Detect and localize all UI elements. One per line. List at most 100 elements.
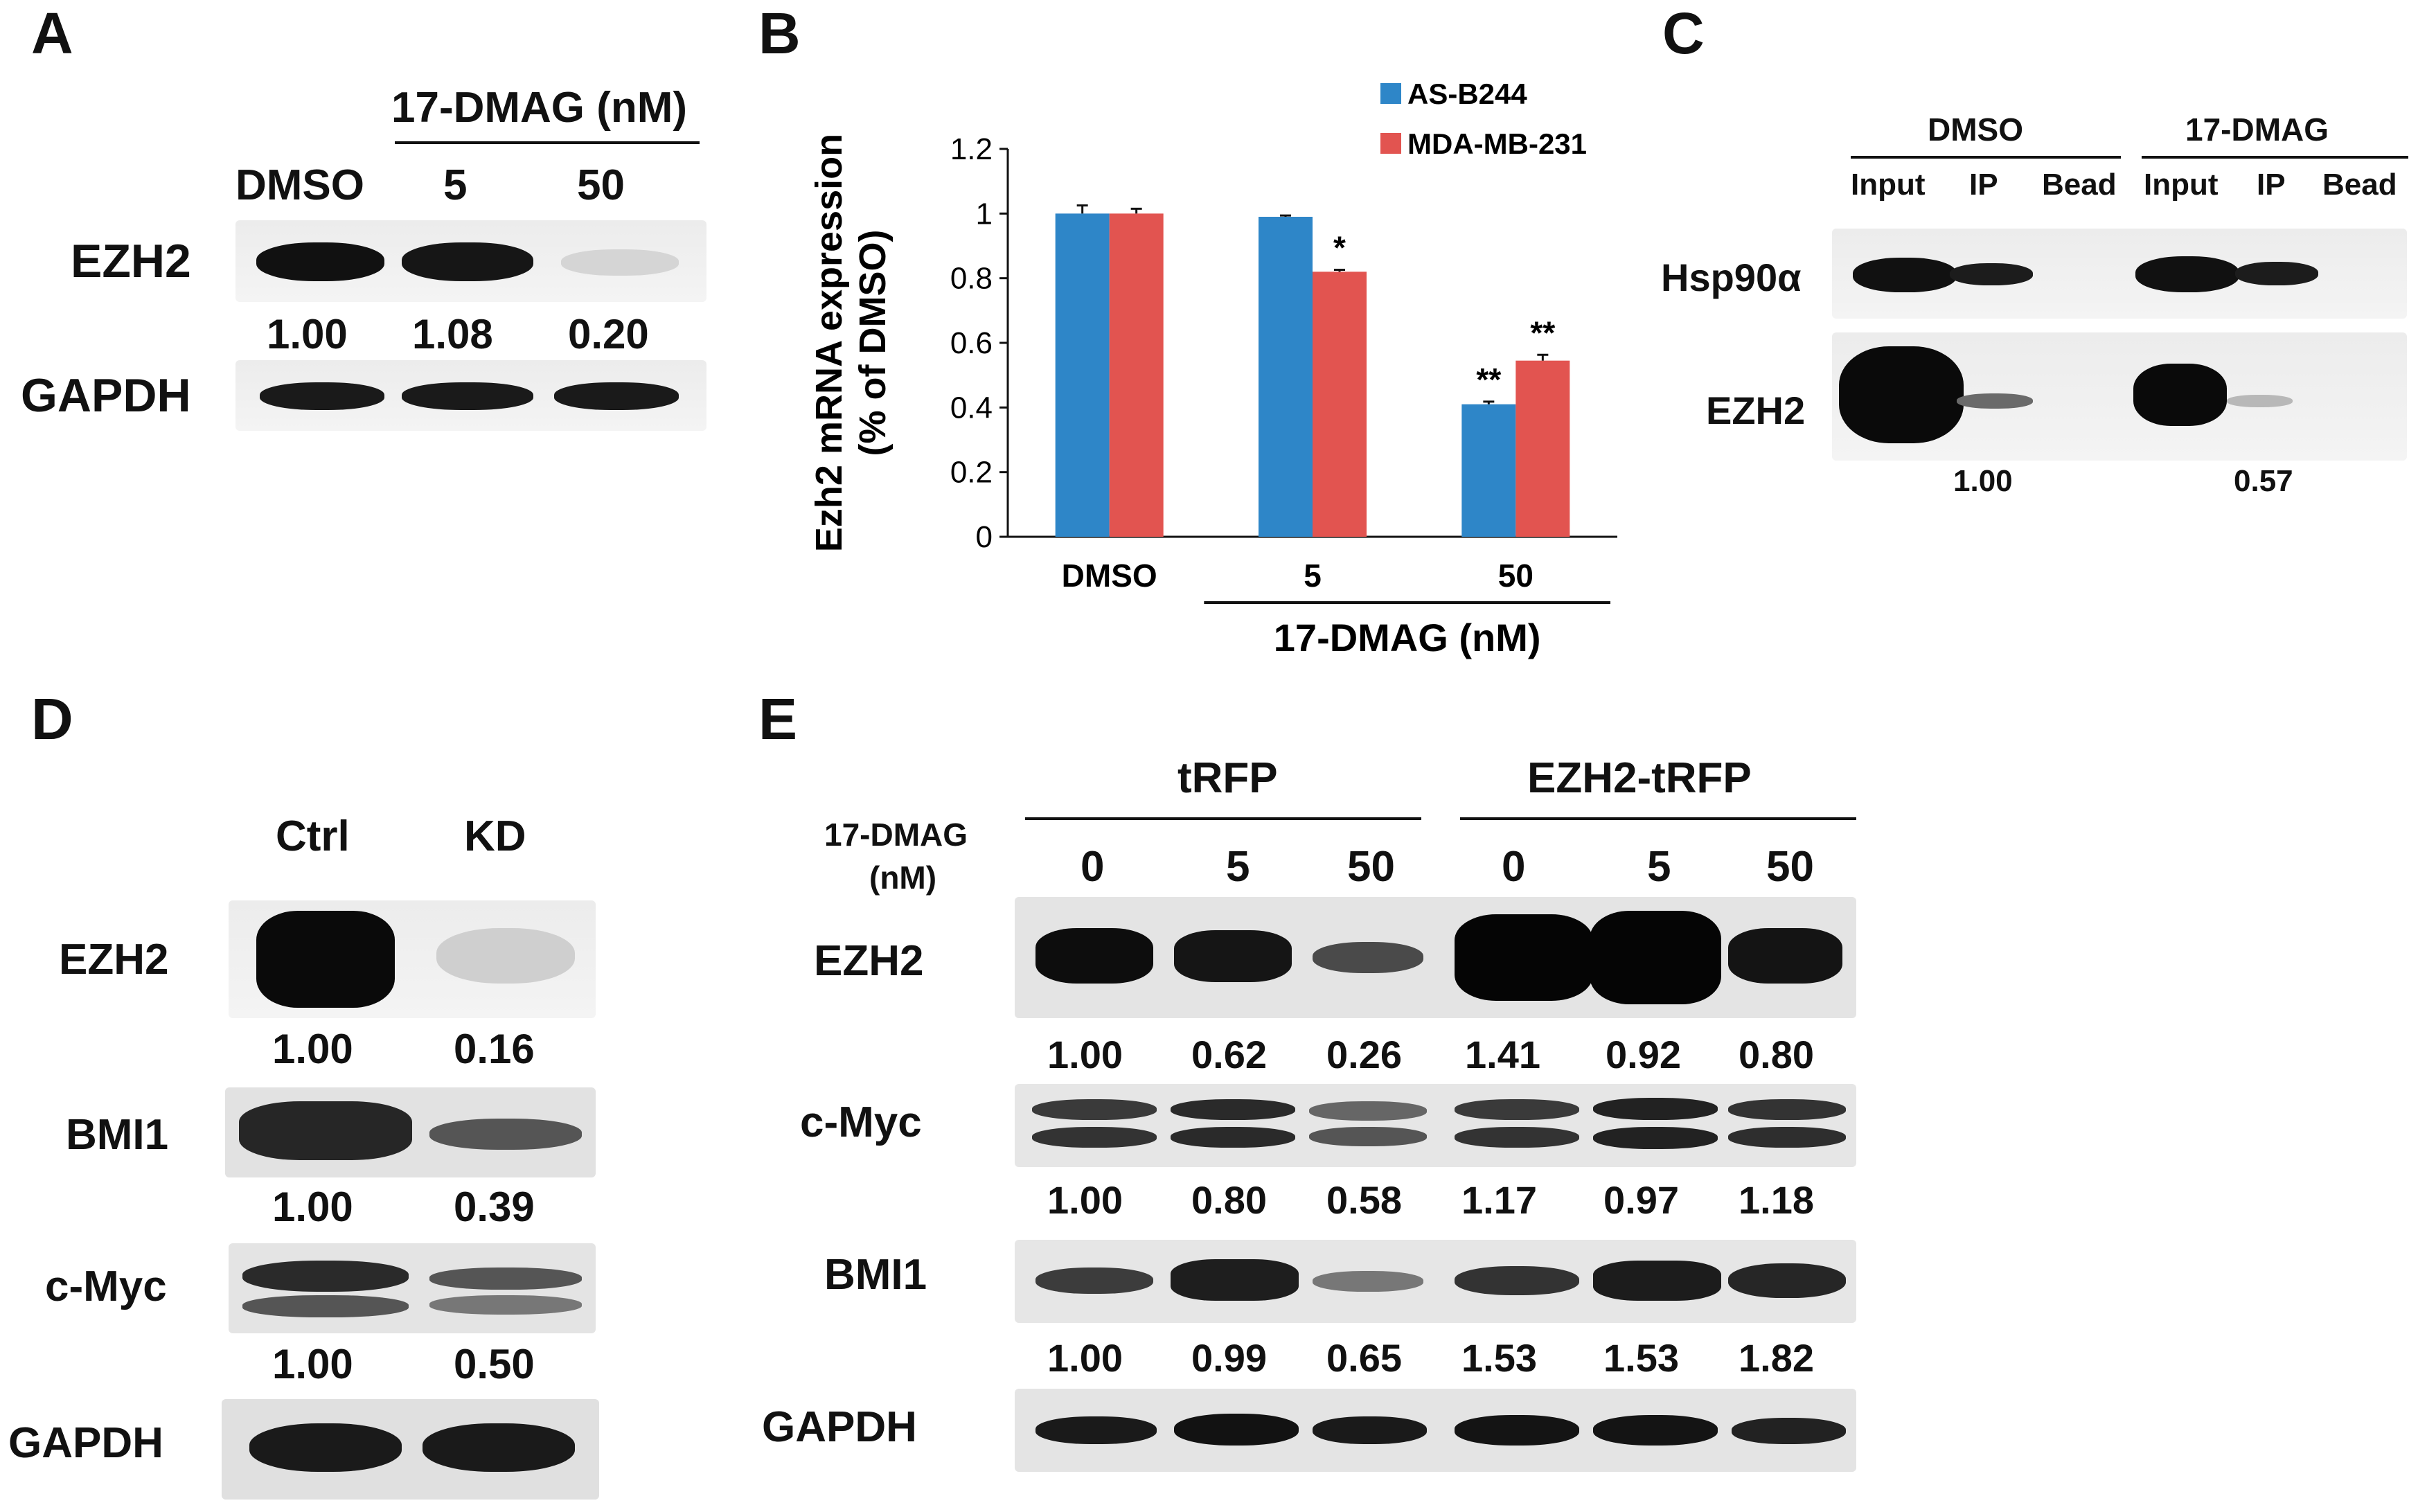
quant-value: 1.17 bbox=[1461, 1178, 1537, 1222]
bar bbox=[1109, 213, 1164, 537]
band bbox=[1728, 928, 1842, 984]
panel-letter-b: B bbox=[758, 1, 801, 66]
band bbox=[429, 1119, 582, 1150]
lane-label: 50 bbox=[1766, 843, 1814, 891]
c-myc-blot bbox=[229, 1243, 596, 1333]
quant-value: 1.00 bbox=[1047, 1033, 1123, 1076]
quant-value: 0.16 bbox=[454, 1026, 535, 1072]
band bbox=[1455, 1415, 1579, 1446]
legend-swatch bbox=[1380, 133, 1401, 154]
band bbox=[2227, 395, 2293, 407]
quant-value: 0.50 bbox=[454, 1341, 535, 1387]
quant-value: 0.62 bbox=[1191, 1033, 1267, 1076]
y-tick-label: 0.8 bbox=[950, 262, 993, 296]
band bbox=[1174, 930, 1292, 982]
lane-label: Bead bbox=[2322, 168, 2397, 202]
group-bracket bbox=[1025, 817, 1421, 820]
quant-value: 0.39 bbox=[454, 1184, 535, 1230]
group-label-ezh2-trfp: EZH2-tRFP bbox=[1527, 754, 1752, 802]
band bbox=[1950, 263, 2033, 285]
quant-value: 0.20 bbox=[568, 311, 649, 357]
lane-label-dmso: DMSO bbox=[235, 161, 364, 209]
band bbox=[260, 382, 384, 410]
band bbox=[1957, 393, 2033, 409]
band bbox=[423, 1423, 575, 1472]
bar bbox=[1055, 213, 1110, 537]
band bbox=[561, 249, 679, 276]
lane-label: 0 bbox=[1081, 843, 1105, 891]
quant-value: 1.08 bbox=[412, 311, 493, 357]
quant-value: 0.65 bbox=[1326, 1336, 1402, 1380]
quant-value: 0.26 bbox=[1326, 1033, 1402, 1076]
quant-value: 0.80 bbox=[1191, 1178, 1267, 1222]
band bbox=[1728, 1127, 1846, 1148]
quant-value: 0.58 bbox=[1326, 1178, 1402, 1222]
band bbox=[402, 382, 533, 410]
row-label-c-myc: c-Myc bbox=[45, 1263, 167, 1310]
band bbox=[1455, 1266, 1579, 1295]
lane-label: 50 bbox=[1347, 843, 1395, 891]
quant-value: 0.57 bbox=[2234, 464, 2293, 498]
bmi1-blot bbox=[1015, 1240, 1856, 1323]
lane-label: 5 bbox=[1226, 843, 1250, 891]
lane-label: Input bbox=[1851, 168, 1926, 202]
significance-marker: ** bbox=[1530, 314, 1555, 350]
row-label-bmi1: BMI1 bbox=[66, 1111, 169, 1159]
group-label-dmso: DMSO bbox=[1928, 112, 2023, 148]
band bbox=[1593, 1261, 1721, 1301]
quant-value: 1.00 bbox=[267, 311, 348, 357]
band bbox=[1455, 1099, 1579, 1120]
c-myc-blot bbox=[1015, 1084, 1856, 1167]
quant-value: 1.53 bbox=[1461, 1336, 1537, 1380]
band bbox=[1455, 914, 1593, 1001]
ezh2-blot bbox=[229, 900, 596, 1018]
quant-value: 1.41 bbox=[1465, 1033, 1540, 1076]
quant-value: 1.00 bbox=[272, 1184, 353, 1230]
quant-value: 1.00 bbox=[1047, 1336, 1123, 1380]
band bbox=[242, 1261, 409, 1292]
band bbox=[242, 1295, 409, 1317]
quant-value: 1.82 bbox=[1739, 1336, 1814, 1380]
bar bbox=[1461, 404, 1516, 537]
ezh2-blot bbox=[1832, 332, 2407, 461]
band bbox=[1728, 1263, 1846, 1298]
lane-label-50: 50 bbox=[577, 161, 625, 209]
treatment-bracket bbox=[395, 141, 700, 144]
quant-value: 1.00 bbox=[1047, 1178, 1123, 1222]
row-label-ezh2: EZH2 bbox=[71, 235, 191, 287]
bar bbox=[1259, 217, 1313, 537]
quant-value: 1.00 bbox=[1953, 464, 2013, 498]
bar bbox=[1313, 272, 1367, 537]
band bbox=[256, 911, 395, 1008]
bar bbox=[1515, 360, 1570, 537]
row-label-hsp90a: Hsp90α bbox=[1661, 256, 1802, 299]
band bbox=[1309, 1101, 1427, 1121]
band bbox=[554, 382, 679, 410]
band bbox=[1035, 1416, 1157, 1444]
y-tick-label: 0 bbox=[976, 520, 993, 554]
quant-value: 0.92 bbox=[1606, 1033, 1681, 1076]
row-label-gapdh: GAPDH bbox=[21, 369, 191, 422]
legend-label: AS-B244 bbox=[1407, 78, 1527, 110]
band bbox=[1593, 1098, 1718, 1120]
band bbox=[1313, 1416, 1427, 1444]
y-tick-label: 0.6 bbox=[950, 326, 993, 360]
panel-letter-c: C bbox=[1662, 1, 1705, 66]
lane-label: IP bbox=[2257, 168, 2286, 202]
row-label-bmi1: BMI1 bbox=[824, 1251, 927, 1299]
gapdh-blot bbox=[222, 1399, 599, 1500]
band bbox=[1171, 1127, 1295, 1148]
band bbox=[1455, 1127, 1579, 1148]
significance-marker: ** bbox=[1476, 362, 1501, 398]
bar-chart: 0 0.2 0.4 0.6 0.8 1 1.2 DMSO * 5 ** ** 50 17-DMAG (nM… bbox=[808, 78, 1617, 659]
band bbox=[429, 1295, 582, 1315]
gapdh-blot bbox=[1015, 1389, 1856, 1472]
lane-label-kd: KD bbox=[464, 812, 526, 860]
band bbox=[249, 1423, 402, 1472]
quant-value: 0.97 bbox=[1603, 1178, 1679, 1222]
ezh2-blot bbox=[1015, 897, 1856, 1018]
panel-letter-e: E bbox=[758, 686, 798, 751]
group-bracket bbox=[1460, 817, 1856, 820]
group-label-17dmag: 17-DMAG bbox=[2185, 112, 2329, 148]
band bbox=[1728, 1099, 1846, 1120]
